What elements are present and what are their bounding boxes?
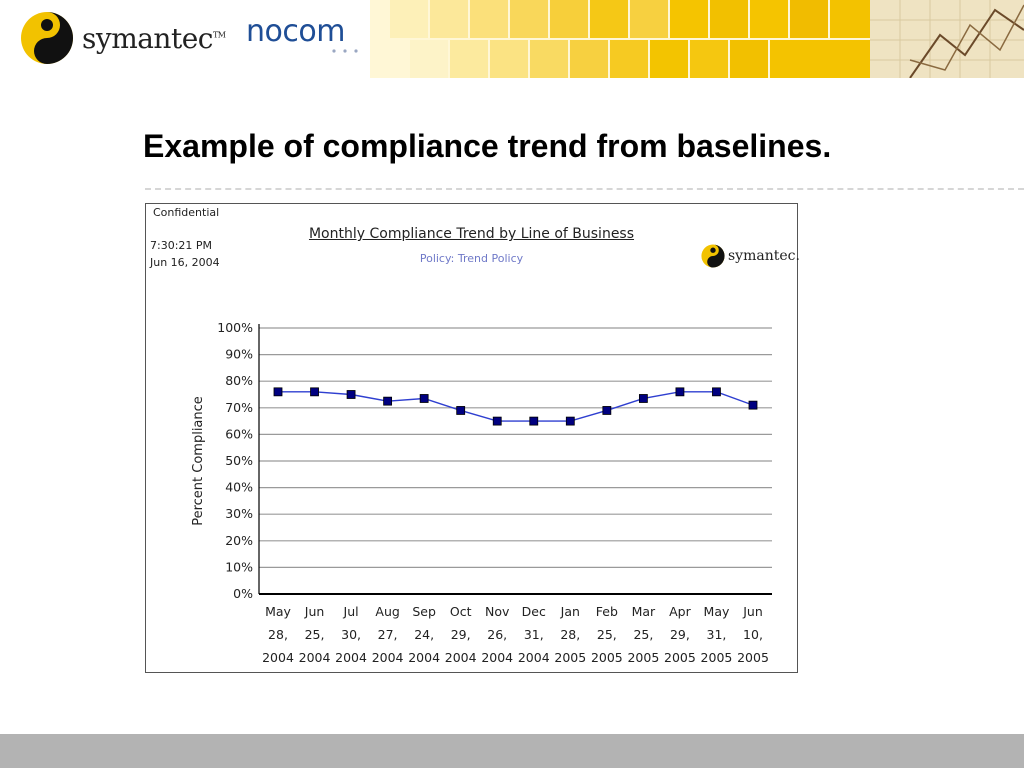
nocom-logo: nocom xyxy=(246,14,345,49)
x-tick-label: 2005 xyxy=(664,650,696,665)
x-tick-label: 29, xyxy=(451,627,471,642)
y-tick-label: 70% xyxy=(225,400,253,415)
report-logo-text: symantec. xyxy=(728,248,800,264)
x-tick-label: 2005 xyxy=(737,650,769,665)
header-mosaic xyxy=(370,0,910,78)
data-point xyxy=(346,390,356,399)
x-tick-label: Jun xyxy=(304,604,325,619)
data-point xyxy=(565,416,575,426)
x-tick-label: 24, xyxy=(414,627,434,642)
compliance-line-chart: 100% 90% 80% 70% 60% 50% 40% 30% 20% 10% 0% Percent… xyxy=(191,320,772,665)
y-tick-label: 40% xyxy=(225,480,253,495)
data-point xyxy=(748,400,758,410)
data-point xyxy=(383,396,393,406)
y-tick-label: 60% xyxy=(225,426,253,441)
x-tick-label: 2004 xyxy=(408,650,440,665)
chart-title: Monthly Compliance Trend by Line of Busi… xyxy=(308,226,635,242)
symantec-logo-icon xyxy=(21,12,73,64)
x-tick-label: 25, xyxy=(305,627,325,642)
data-point xyxy=(456,406,466,415)
y-tick-label: 10% xyxy=(225,559,253,574)
footer-band xyxy=(0,734,1024,768)
header-chart-graphic xyxy=(870,0,1024,78)
x-tick-label: 31, xyxy=(707,627,727,642)
confidential-label: Confidential xyxy=(153,206,220,219)
x-tick-label: 27, xyxy=(378,627,398,642)
x-tick-label: Dec xyxy=(522,604,546,619)
x-tick-label: Aug xyxy=(375,604,399,619)
series-line xyxy=(278,391,754,422)
x-tick-label: 25, xyxy=(597,627,617,642)
x-tick-label: 26, xyxy=(487,627,507,642)
title-divider xyxy=(145,188,1024,190)
x-tick-label: 2005 xyxy=(591,650,623,665)
report-frame: Confidential 7:30:21 PM Jun 16, 2004 Mon… xyxy=(145,203,800,673)
y-tick-label: 30% xyxy=(225,506,253,521)
report-date: Jun 16, 2004 xyxy=(150,256,220,269)
data-point xyxy=(273,387,283,397)
data-point xyxy=(602,406,612,415)
x-tick-label: 10, xyxy=(743,627,763,642)
x-tick-label: 30, xyxy=(341,627,361,642)
y-tick-label: 80% xyxy=(225,373,253,388)
data-point xyxy=(310,387,319,397)
report-logo-icon xyxy=(701,244,725,268)
x-tick-label: Mar xyxy=(632,604,656,619)
y-tick-label: 0% xyxy=(233,586,253,601)
symantec-logo: symantecTM xyxy=(20,10,226,66)
x-tick-label: 2004 xyxy=(299,650,331,665)
x-tick-label: Sep xyxy=(412,604,436,619)
x-tick-label: 2004 xyxy=(445,650,477,665)
x-tick-label: 2005 xyxy=(627,650,659,665)
chart-subtitle: Policy: Trend Policy xyxy=(419,252,524,265)
x-tick-label: Jul xyxy=(343,604,359,619)
x-tick-label: Oct xyxy=(450,604,472,619)
x-tick-label: Nov xyxy=(485,604,510,619)
x-tick-label: 2005 xyxy=(701,650,733,665)
x-tick-label: Jan xyxy=(560,604,580,619)
x-tick-label: 2004 xyxy=(372,650,404,665)
x-tick-label: Jun xyxy=(742,604,763,619)
data-point xyxy=(675,387,685,397)
x-tick-label: 2004 xyxy=(335,650,367,665)
x-tick-label: 2004 xyxy=(262,650,294,665)
symantec-logo-text: symantecTM xyxy=(82,21,226,55)
x-tick-label: 28, xyxy=(560,627,580,642)
y-axis-title: Percent Compliance xyxy=(191,396,206,526)
x-tick-label: May xyxy=(704,604,730,619)
x-tick-label: 31, xyxy=(524,627,544,642)
y-tick-label: 20% xyxy=(225,533,253,548)
report-symantec-logo: symantec. xyxy=(701,244,800,268)
y-tick-label: 90% xyxy=(225,347,253,362)
x-tick-label: Apr xyxy=(669,604,691,619)
y-tick-label: 100% xyxy=(217,320,253,335)
x-tick-label: 2005 xyxy=(554,650,586,665)
x-tick-label: Feb xyxy=(596,604,618,619)
x-tick-label: 2004 xyxy=(518,650,550,665)
data-point xyxy=(492,416,502,426)
slide-title: Example of compliance trend from baselin… xyxy=(143,128,832,164)
report-time: 7:30:21 PM xyxy=(150,239,213,252)
x-tick-label: 2004 xyxy=(481,650,513,665)
data-point xyxy=(529,416,539,426)
data-point xyxy=(419,394,429,403)
x-tick-label: 29, xyxy=(670,627,690,642)
header-band xyxy=(0,0,1024,78)
data-point xyxy=(638,394,648,403)
nocom-logo-dots xyxy=(332,49,358,53)
y-tick-label: 50% xyxy=(225,453,253,468)
x-tick-label: May xyxy=(265,604,291,619)
x-tick-label: 25, xyxy=(633,627,653,642)
x-tick-label: 28, xyxy=(268,627,288,642)
data-point xyxy=(712,387,721,397)
